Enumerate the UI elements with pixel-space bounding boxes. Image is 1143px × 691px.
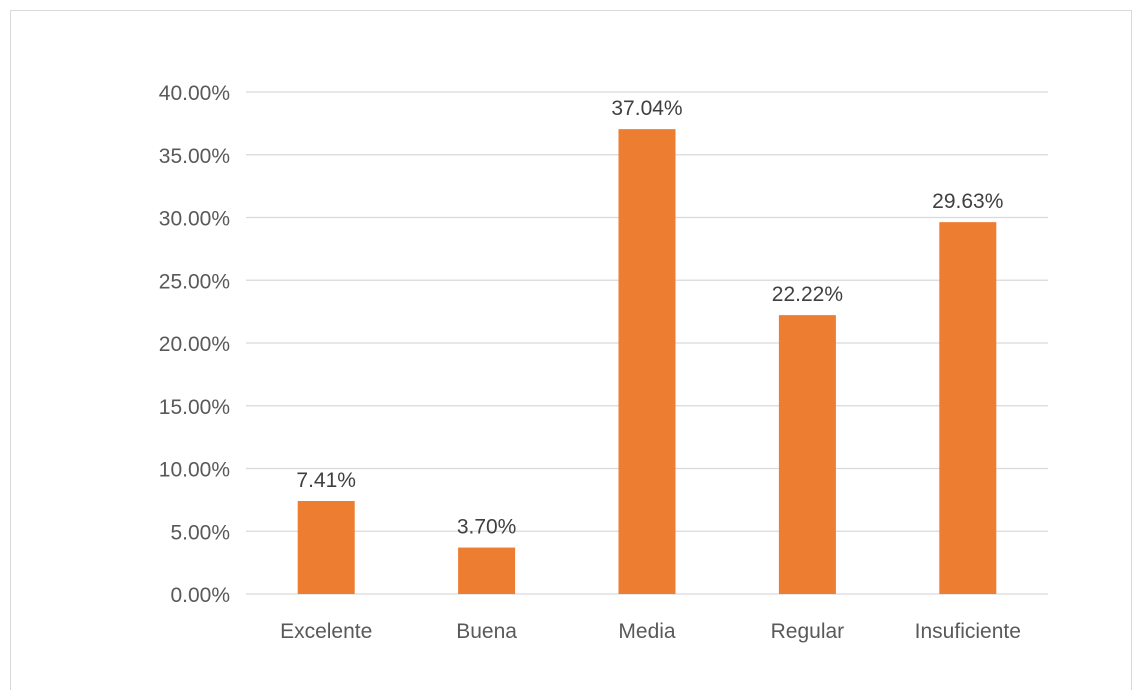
data-label-excelente: 7.41%: [296, 469, 356, 492]
y-axis-tick-labels: 0.00% 5.00% 10.00% 15.00% 20.00% 25.00% 30.00%…: [159, 82, 230, 607]
data-label-buena: 3.70%: [457, 516, 517, 539]
bar-insuficiente: [939, 222, 997, 594]
category-label-media: Media: [618, 620, 676, 643]
y-tick-label: 5.00%: [170, 521, 230, 544]
y-tick-label: 15.00%: [159, 396, 230, 419]
bars: [297, 129, 997, 594]
y-tick-label: 25.00%: [159, 270, 230, 293]
category-label-excelente: Excelente: [280, 620, 372, 643]
category-label-regular: Regular: [771, 620, 845, 643]
y-tick-label: 10.00%: [159, 459, 230, 482]
category-label-buena: Buena: [456, 620, 517, 643]
bar-chart: 0.00% 5.00% 10.00% 15.00% 20.00% 25.00% 30.00%…: [159, 82, 1048, 643]
bar-media: [618, 129, 676, 594]
data-labels: 7.41% 3.70% 37.04% 22.22% 29.63%: [296, 97, 1003, 538]
y-tick-label: 0.00%: [170, 584, 230, 607]
bar-regular: [778, 315, 836, 594]
y-tick-label: 20.00%: [159, 333, 230, 356]
category-label-insuficiente: Insuficiente: [915, 620, 1021, 643]
bar-excelente: [297, 501, 355, 594]
bar-buena: [458, 547, 516, 594]
x-axis-category-labels: Excelente Buena Media Regular Insuficiente: [280, 620, 1021, 643]
chart-frame: 0.00% 5.00% 10.00% 15.00% 20.00% 25.00% 30.00%…: [10, 10, 1132, 690]
data-label-media: 37.04%: [611, 97, 682, 120]
data-label-insuficiente: 29.63%: [932, 190, 1003, 213]
y-tick-label: 35.00%: [159, 145, 230, 168]
y-tick-label: 30.00%: [159, 208, 230, 231]
y-tick-label: 40.00%: [159, 82, 230, 105]
data-label-regular: 22.22%: [772, 283, 843, 306]
